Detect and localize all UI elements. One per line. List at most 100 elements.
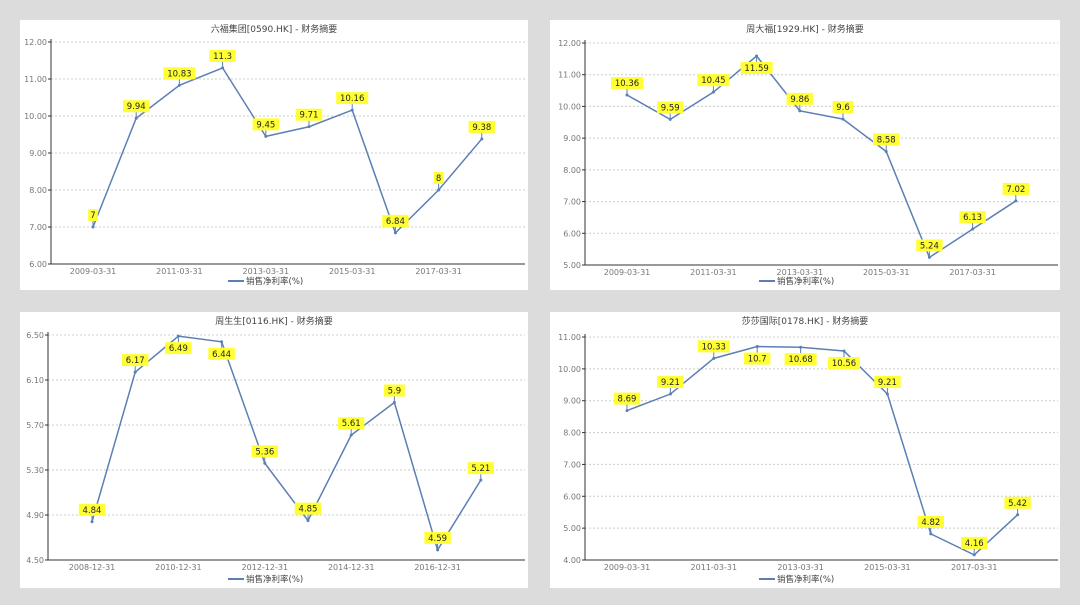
y-tick-label: 9.00	[29, 149, 47, 158]
y-tick-label: 4.50	[26, 556, 44, 565]
y-tick-label: 8.00	[563, 166, 581, 175]
chart-panel-chowsangsang: 周生生[0116.HK] - 财务摘要 4.50 4.90 5.30 5.70 6.10 6…	[20, 312, 528, 588]
data-label: 6.17	[126, 356, 145, 366]
x-tick-label: 2014-12-31	[328, 563, 375, 572]
data-label: 5.21	[471, 464, 490, 474]
data-label: 8	[436, 174, 441, 184]
series-line	[91, 335, 482, 552]
data-label-bg	[424, 531, 451, 544]
data-label-bg	[295, 108, 323, 121]
data-label-bg	[873, 133, 900, 146]
data-label: 4.84	[83, 506, 102, 516]
data-label-bg	[828, 357, 860, 370]
y-tick-label: 7.00	[563, 460, 581, 469]
data-label-bg	[657, 376, 684, 389]
data-label: 10.16	[340, 94, 364, 104]
data-label-bg	[786, 92, 813, 105]
y-tick-label: 7.00	[563, 198, 581, 207]
chart-panel-sasa: 莎莎国际[0178.HK] - 财务摘要 4.00 5.00 6.00 7.00 8.00…	[550, 312, 1060, 588]
line-chart: 周大福[1929.HK] - 财务摘要 5.00 6.00 7.00 8.00 9.00 1…	[558, 23, 1058, 287]
data-label-bg	[657, 101, 684, 114]
data-label-bg	[122, 354, 149, 367]
data-label-bg	[917, 515, 944, 528]
data-label: 5.61	[342, 419, 361, 429]
data-label: 4.16	[965, 539, 984, 549]
line-chart: 莎莎国际[0178.HK] - 财务摘要 4.00 5.00 6.00 7.00 8.00…	[558, 315, 1058, 585]
series-line	[92, 66, 483, 235]
chart-title: 周生生[0116.HK] - 财务摘要	[215, 315, 332, 327]
y-tick-label: 8.00	[563, 429, 581, 438]
data-label: 9.6	[836, 103, 850, 113]
legend-label: 销售净利率(%)	[246, 574, 303, 585]
y-tick-label: 6.50	[26, 331, 44, 340]
y-tick-label: 5.00	[563, 261, 581, 270]
data-label: 10.68	[788, 355, 812, 365]
data-point	[264, 134, 268, 138]
data-label-bg	[697, 340, 730, 353]
y-tick-label: 6.00	[29, 260, 47, 269]
data-label: 10.36	[615, 79, 639, 89]
y-tick-label: 10.00	[24, 112, 47, 121]
data-label-bg	[88, 209, 98, 221]
y-tick-label: 10.00	[558, 365, 581, 374]
data-label: 9.86	[790, 95, 809, 105]
y-tick-label: 11.00	[558, 333, 581, 342]
data-point	[885, 392, 889, 396]
data-label: 9.21	[661, 378, 680, 388]
data-label-bg	[874, 376, 901, 389]
data-label: 9.38	[472, 123, 491, 133]
x-tick-label: 2017-03-31	[415, 267, 462, 276]
data-label-bg	[832, 101, 854, 114]
data-label: 6.44	[212, 350, 231, 360]
data-label: 9.94	[127, 102, 146, 112]
x-tick-label: 2017-03-31	[951, 563, 998, 572]
data-label: 4.85	[299, 505, 318, 515]
data-label-bg	[959, 211, 986, 224]
data-label-bg	[208, 347, 235, 360]
series-line	[626, 54, 1017, 259]
x-tick-label: 2015-03-31	[329, 267, 376, 276]
x-tick-label: 2013-03-31	[777, 563, 824, 572]
y-tick-label: 6.00	[563, 229, 581, 238]
x-tick-label: 2008-12-31	[69, 563, 116, 572]
y-tick-label: 9.00	[563, 134, 581, 143]
data-label: 11.3	[213, 52, 232, 62]
data-label-bg	[916, 239, 943, 252]
data-label: 4.82	[921, 518, 940, 528]
x-tick-label: 2010-12-31	[155, 563, 202, 572]
data-label: 11.59	[744, 64, 768, 74]
y-tick-label: 8.00	[29, 186, 47, 195]
data-label-bg	[251, 445, 278, 458]
data-label: 10.83	[167, 69, 191, 79]
data-label: 5.36	[255, 447, 274, 457]
data-label: 9.45	[256, 120, 275, 130]
data-point	[668, 392, 672, 396]
x-tick-label: 2016-12-31	[414, 563, 461, 572]
data-label: 7.02	[1006, 185, 1025, 195]
x-tick-label: 2013-03-31	[243, 267, 290, 276]
x-tick-label: 2015-03-31	[863, 268, 910, 277]
data-label-bg	[611, 77, 643, 90]
data-label: 10.45	[701, 76, 725, 86]
data-label-bg	[468, 120, 495, 133]
legend-label: 销售净利率(%)	[777, 574, 834, 585]
x-tick-label: 2009-03-31	[70, 267, 117, 276]
chart-title: 六福集团[0590.HK] - 财务摘要	[211, 23, 337, 35]
y-tick-label: 10.00	[558, 102, 581, 111]
data-label: 9.21	[878, 378, 897, 388]
data-label-bg	[209, 49, 236, 62]
data-label-bg	[78, 503, 106, 516]
data-label-bg	[697, 74, 730, 87]
y-tick-label: 5.00	[563, 524, 581, 533]
data-label-bg	[382, 214, 409, 227]
data-label: 8.69	[618, 395, 637, 405]
data-label: 10.33	[702, 342, 726, 352]
data-label-bg	[384, 384, 405, 397]
y-tick-label: 4.00	[563, 556, 581, 565]
data-label-bg	[433, 172, 444, 184]
data-label: 9.59	[661, 103, 680, 113]
data-label-bg	[123, 100, 150, 113]
y-tick-label: 11.00	[558, 71, 581, 80]
data-label: 5.42	[1008, 499, 1027, 509]
line-chart: 周生生[0116.HK] - 财务摘要 4.50 4.90 5.30 5.70 6.10 6…	[26, 315, 525, 585]
